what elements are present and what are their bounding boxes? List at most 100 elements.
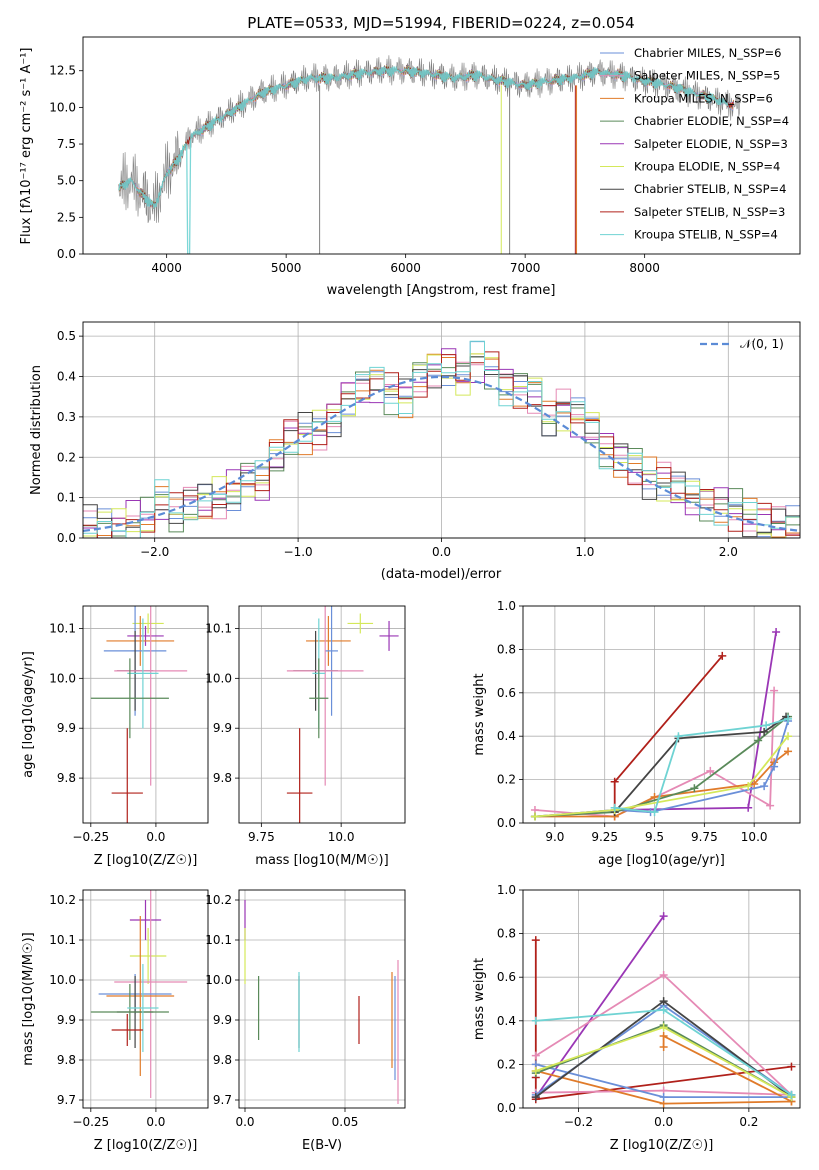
y-tick-label: 10.1 (205, 933, 232, 947)
y-tick-label: 0.6 (497, 970, 516, 984)
x-tick-label: 9.75 (248, 830, 275, 844)
mass-weight-marker (659, 1093, 668, 1102)
mass-weight-marker (784, 714, 793, 723)
axes-frame (238, 889, 406, 1109)
axes-frame (82, 605, 209, 824)
y-tick-label: 9.9 (57, 721, 76, 735)
y-tick-label: 9.9 (213, 1013, 232, 1027)
y-tick-label: 5.0 (57, 174, 76, 188)
y-tick-label: 9.7 (213, 1093, 232, 1107)
mass-weight-marker (531, 1051, 540, 1060)
y-tick-label: 0.8 (497, 642, 516, 656)
x-tick-label: 10.0 (741, 830, 768, 844)
y-tick-label: 0.2 (497, 773, 516, 787)
y-axis-label: mass weight (472, 958, 487, 1040)
mass-weight-marker (659, 1005, 668, 1014)
mass-weight-marker (766, 801, 775, 810)
y-tick-label: 1.0 (497, 883, 516, 897)
y-tick-label: 10.0 (205, 973, 232, 987)
y-tick-label: 0.4 (57, 370, 76, 384)
legend-label: Chabrier MILES, N_SSP=6 (634, 46, 781, 60)
mass-weight-marker (744, 782, 753, 791)
mass-weight-marker (610, 777, 619, 786)
mass-weight-marker (531, 1066, 540, 1075)
legend-label: Chabrier ELODIE, N_SSP=4 (634, 114, 789, 128)
y-tick-label: 9.8 (213, 1053, 232, 1067)
x-tick-label: 1.0 (575, 545, 594, 559)
x-axis-label: age [log10(age/yr)] (598, 853, 725, 868)
x-axis-label: mass [log10(M/M☉)] (255, 853, 388, 868)
x-tick-label: 2.0 (719, 545, 738, 559)
mass-weight-marker (760, 727, 769, 736)
x-tick-label: −2.0 (140, 545, 169, 559)
plot-area (531, 912, 796, 1108)
y-axis-label: age [log10(age/yr)] (21, 651, 36, 778)
mass-weight-marker (690, 784, 699, 793)
x-tick-label: 8000 (629, 261, 660, 275)
y-tick-label: 0.2 (497, 1057, 516, 1071)
x-tick-label: 5000 (271, 261, 302, 275)
axes-frame (238, 605, 406, 824)
legend-label: Chabrier STELIB, N_SSP=4 (634, 182, 786, 196)
y-tick-label: 9.9 (57, 1013, 76, 1027)
x-tick-label: 0.0 (235, 1115, 254, 1129)
x-axis-label: (data-model)/error (381, 567, 502, 582)
x-tick-label: −0.25 (72, 830, 109, 844)
x-axis-label: E(B-V) (302, 1138, 342, 1153)
y-tick-label: 10.0 (49, 973, 76, 987)
y-tick-label: 0.5 (57, 329, 76, 343)
y-tick-label: 10.2 (205, 893, 232, 907)
y-tick-label: 0.4 (497, 729, 516, 743)
plot-area (244, 900, 399, 1104)
x-tick-label: 0.0 (146, 830, 165, 844)
x-axis-label: Z [log10(Z/Z☉)] (94, 853, 198, 868)
y-tick-label: 0.0 (497, 816, 516, 830)
plot-area (286, 606, 399, 823)
mass-weight-marker (659, 997, 668, 1006)
x-tick-label: 9.25 (591, 830, 618, 844)
y-tick-label: 9.8 (57, 1053, 76, 1067)
residual-histogram-7 (83, 356, 800, 538)
x-tick-label: 6000 (390, 261, 421, 275)
y-axis-label: mass [log10(M/M☉)] (21, 932, 36, 1065)
mass-weight-marker (718, 651, 727, 660)
y-tick-label: 10.1 (49, 933, 76, 947)
y-tick-label: 2.5 (57, 210, 76, 224)
mass-weight-marker (659, 971, 668, 980)
y-tick-label: 1.0 (497, 599, 516, 613)
y-tick-label: 0.0 (57, 247, 76, 261)
axes-frame (82, 36, 801, 255)
x-tick-label: −0.2 (564, 1115, 593, 1129)
plot-area (530, 628, 793, 821)
mass-weight-marker (744, 803, 753, 812)
y-tick-label: 9.8 (57, 771, 76, 785)
y-axis-label: Flux [fλ10⁻¹⁷ erg cm⁻² s⁻¹ A⁻¹] (19, 48, 34, 245)
y-tick-label: 0.6 (497, 686, 516, 700)
residual-histogram-9 (83, 340, 800, 538)
x-tick-label: 9.75 (691, 830, 718, 844)
y-axis-label: Normed distribution (29, 365, 44, 495)
x-tick-label: 7000 (510, 261, 541, 275)
mass-weight-marker (659, 1042, 668, 1051)
y-tick-label: 10.1 (205, 621, 232, 635)
normal-curve (83, 375, 800, 532)
mass-weight-marker (787, 1062, 796, 1071)
axes-frame (82, 889, 209, 1109)
mass-weight-marker (650, 808, 659, 817)
y-tick-label: 7.5 (57, 137, 76, 151)
x-axis-label: Z [log10(Z/Z☉)] (94, 1138, 198, 1153)
mass-weight-line (534, 940, 792, 1101)
y-tick-label: 0.3 (57, 410, 76, 424)
x-tick-label: 9.5 (645, 830, 664, 844)
y-tick-label: 10.0 (49, 671, 76, 685)
mass-weight-marker (674, 732, 683, 741)
residual-histogram-8 (83, 351, 800, 538)
mass-weight-line (534, 735, 789, 818)
axes-frame (522, 605, 801, 824)
model-spectrum-9 (118, 65, 729, 254)
x-tick-label: 0.0 (654, 1115, 673, 1129)
legend-label: Salpeter ELODIE, N_SSP=3 (634, 137, 788, 151)
x-tick-label: −0.25 (72, 1115, 109, 1129)
y-tick-label: 9.8 (213, 771, 232, 785)
